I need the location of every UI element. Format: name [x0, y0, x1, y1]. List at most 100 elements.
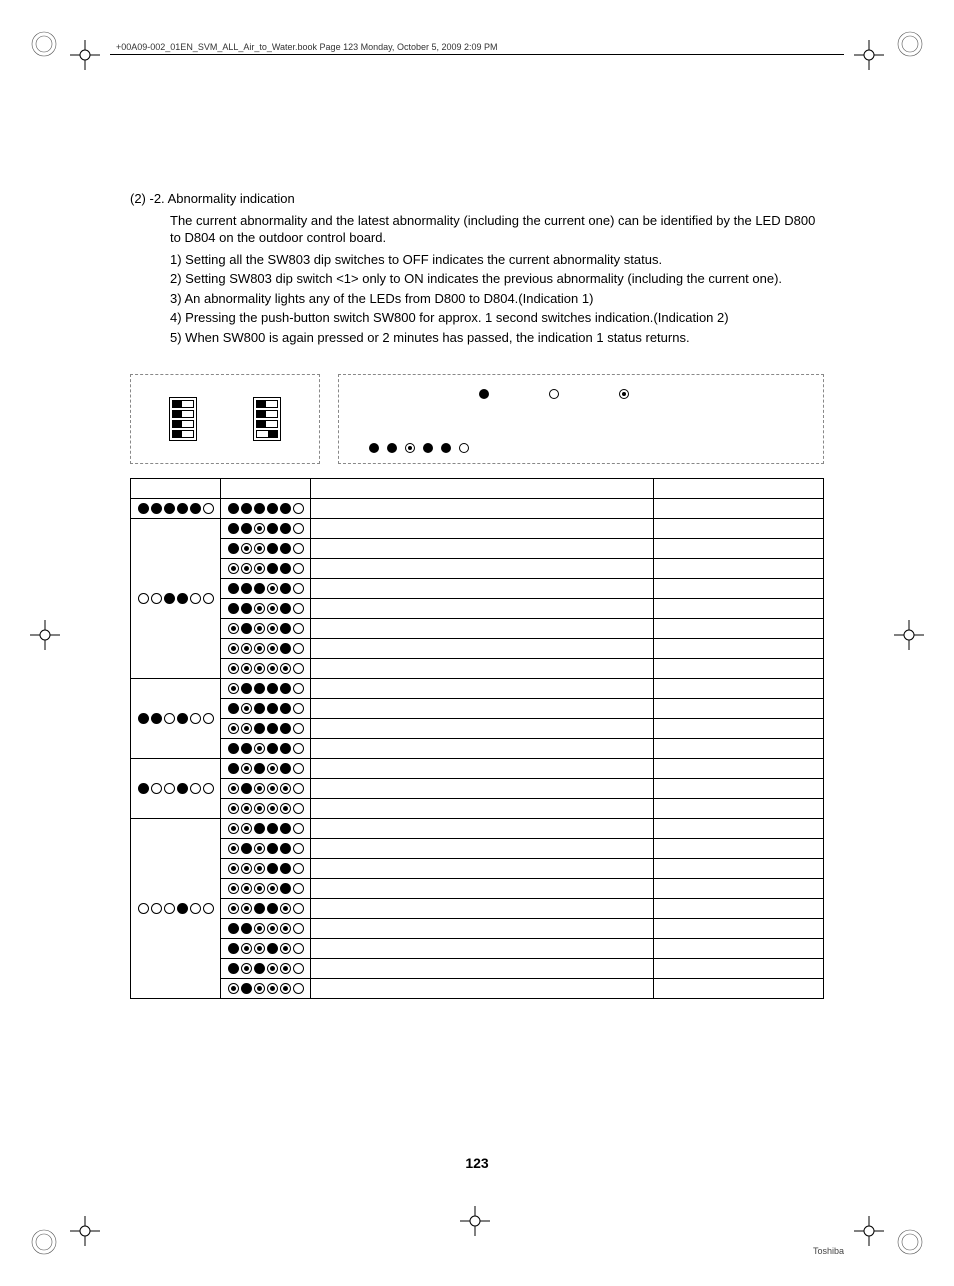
led-pattern	[221, 819, 311, 839]
table-header	[311, 479, 654, 499]
table-row	[131, 699, 824, 719]
table-row	[131, 879, 824, 899]
table-cell	[654, 899, 824, 919]
table-row	[131, 499, 824, 519]
table-row	[131, 599, 824, 619]
led-pattern	[221, 899, 311, 919]
legend-on-icon	[479, 389, 489, 399]
dip-switch-right	[253, 397, 281, 441]
table-row	[131, 559, 824, 579]
table-row	[131, 919, 824, 939]
table-cell	[654, 719, 824, 739]
table-cell	[654, 979, 824, 999]
led-pattern	[221, 719, 311, 739]
table-row	[131, 759, 824, 779]
table-cell	[654, 559, 824, 579]
table-cell	[311, 799, 654, 819]
table-cell	[311, 779, 654, 799]
cross-mark	[854, 1216, 884, 1246]
led-pattern	[221, 879, 311, 899]
table-cell	[654, 619, 824, 639]
led-pattern	[221, 639, 311, 659]
led-pattern	[221, 779, 311, 799]
led-pattern	[221, 519, 311, 539]
table-cell	[311, 599, 654, 619]
led-pattern	[221, 839, 311, 859]
table-row	[131, 719, 824, 739]
dip-switch-left	[169, 397, 197, 441]
led-pattern	[221, 559, 311, 579]
table-cell	[311, 739, 654, 759]
led-dot-icon	[405, 443, 415, 453]
table-row	[131, 679, 824, 699]
table-header	[654, 479, 824, 499]
table-cell	[654, 699, 824, 719]
table-cell	[654, 879, 824, 899]
table-row	[131, 979, 824, 999]
table-cell	[654, 919, 824, 939]
led-pattern	[221, 699, 311, 719]
cross-mark	[70, 1216, 100, 1246]
table-cell	[654, 579, 824, 599]
instruction-item: 5) When SW800 is again pressed or 2 minu…	[170, 329, 824, 347]
legend-example	[369, 443, 469, 453]
table-row	[131, 519, 824, 539]
table-cell	[654, 499, 824, 519]
led-pattern	[221, 659, 311, 679]
table-cell	[654, 959, 824, 979]
led-pattern	[131, 759, 221, 819]
table-cell	[311, 899, 654, 919]
table-header-row	[131, 479, 824, 499]
table-cell	[311, 579, 654, 599]
table-cell	[654, 599, 824, 619]
led-pattern	[221, 619, 311, 639]
reg-mark-br	[896, 1228, 924, 1256]
led-pattern	[221, 959, 311, 979]
table-row	[131, 819, 824, 839]
led-dot-icon	[387, 443, 397, 453]
table-cell	[311, 939, 654, 959]
table-row	[131, 639, 824, 659]
table-cell	[654, 819, 824, 839]
instruction-item: 3) An abnormality lights any of the LEDs…	[170, 290, 824, 308]
reg-mark-tr	[896, 30, 924, 58]
led-pattern	[131, 819, 221, 999]
table-cell	[654, 739, 824, 759]
led-pattern	[221, 599, 311, 619]
table-cell	[654, 659, 824, 679]
legend-flash-icon	[619, 389, 629, 399]
table-cell	[654, 539, 824, 559]
led-pattern	[221, 859, 311, 879]
table-cell	[654, 839, 824, 859]
table-row	[131, 839, 824, 859]
table-cell	[311, 879, 654, 899]
cross-mark	[854, 40, 884, 70]
table-row	[131, 619, 824, 639]
led-pattern	[221, 539, 311, 559]
table-cell	[311, 719, 654, 739]
led-pattern	[221, 499, 311, 519]
table-row	[131, 539, 824, 559]
cross-mark	[30, 620, 60, 650]
table-cell	[311, 499, 654, 519]
table-header	[221, 479, 311, 499]
table-cell	[311, 699, 654, 719]
led-pattern	[131, 519, 221, 679]
table-row	[131, 899, 824, 919]
cross-mark	[460, 1206, 490, 1236]
led-pattern	[221, 679, 311, 699]
table-cell	[311, 979, 654, 999]
table-row	[131, 779, 824, 799]
section-heading: (2) -2. Abnormality indication	[130, 190, 824, 208]
table-row	[131, 859, 824, 879]
page-number: 123	[0, 1155, 954, 1171]
diagram-row	[130, 374, 824, 464]
led-pattern	[221, 739, 311, 759]
led-pattern	[221, 759, 311, 779]
header-rule	[110, 54, 844, 55]
led-legend	[479, 389, 813, 399]
table-cell	[311, 659, 654, 679]
cross-mark	[70, 40, 100, 70]
led-pattern	[221, 799, 311, 819]
led-dot-icon	[459, 443, 469, 453]
